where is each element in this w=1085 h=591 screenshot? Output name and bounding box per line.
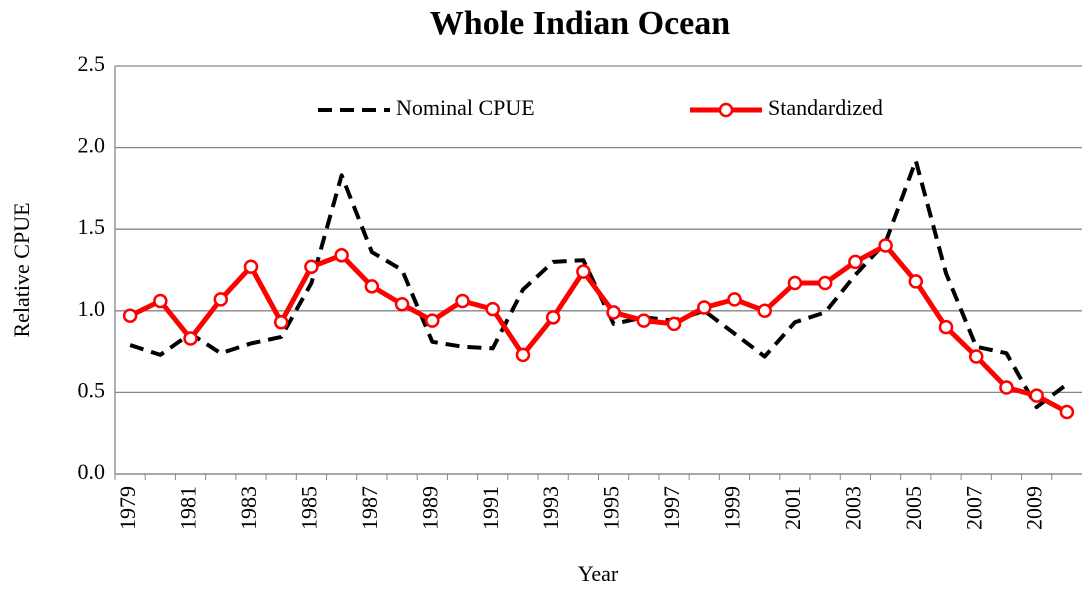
x-tick-label: 2007	[961, 486, 986, 530]
y-tick-label: 0.0	[78, 459, 106, 484]
y-tick-label: 1.5	[78, 214, 106, 239]
x-axis-label: Year	[578, 561, 619, 586]
point	[938, 319, 954, 335]
x-tick-label: 1997	[659, 486, 684, 530]
x-tick-label: 1987	[357, 486, 382, 530]
point	[304, 259, 319, 274]
y-tick-label: 1.0	[78, 296, 106, 321]
x-tick-label: 1993	[538, 486, 563, 530]
series-line	[129, 158, 1069, 410]
x-tick-label: 2005	[901, 486, 926, 530]
x-tick-label: 2001	[780, 486, 805, 530]
point	[455, 293, 470, 309]
point	[213, 292, 229, 307]
x-tick-label: 2003	[840, 486, 865, 530]
x-tick-label: 1999	[720, 486, 745, 530]
point	[183, 331, 198, 346]
point	[636, 313, 652, 328]
point	[485, 301, 500, 317]
point	[908, 274, 924, 289]
y-tick-label: 0.5	[78, 377, 106, 402]
point	[545, 310, 561, 325]
point	[394, 297, 410, 312]
x-tick-label: 1983	[236, 486, 261, 530]
point	[697, 300, 712, 315]
point	[334, 248, 349, 263]
point	[727, 292, 742, 307]
x-tick-label: 1985	[296, 486, 321, 530]
point	[576, 264, 591, 279]
x-tick-label: 2009	[1022, 486, 1047, 530]
legend-marker	[718, 102, 734, 118]
point	[848, 254, 863, 270]
x-tick-label: 1981	[176, 486, 201, 530]
point	[1059, 404, 1075, 420]
chart-title: Whole Indian Ocean	[430, 5, 730, 42]
point	[425, 313, 440, 328]
point	[364, 279, 380, 294]
point	[878, 238, 893, 253]
point	[122, 308, 138, 323]
x-tick-label: 1991	[478, 486, 503, 530]
x-tick-label: 1989	[417, 486, 442, 530]
x-tick-label: 1979	[115, 486, 140, 530]
point	[757, 303, 772, 319]
y-tick-label: 2.0	[78, 133, 106, 158]
point	[787, 275, 803, 291]
point	[273, 314, 289, 330]
point	[515, 347, 531, 363]
point	[243, 259, 259, 274]
y-axis-label: Relative CPUE	[9, 202, 34, 337]
legend-label: Nominal CPUE	[396, 95, 535, 120]
x-tick-label: 1995	[599, 486, 624, 530]
series-line	[129, 243, 1069, 415]
point	[817, 275, 833, 291]
y-tick-label: 2.5	[78, 51, 106, 76]
point	[1029, 388, 1044, 403]
point	[968, 349, 984, 364]
legend-label: Standardized	[768, 95, 883, 120]
point	[153, 293, 168, 309]
point	[666, 316, 682, 332]
point	[606, 305, 621, 320]
point	[999, 380, 1014, 395]
